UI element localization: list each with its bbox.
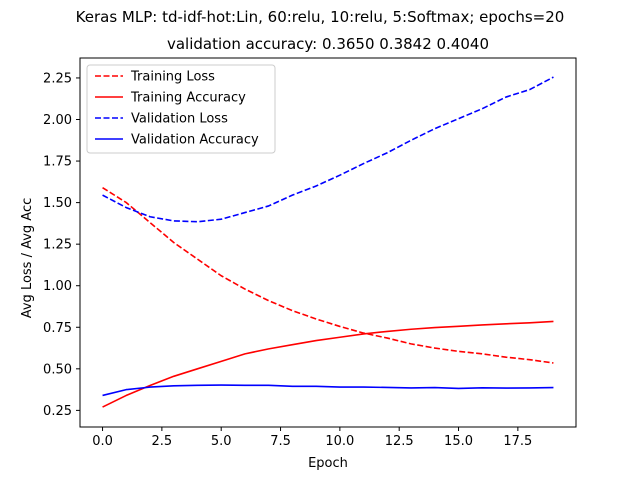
axes-frame xyxy=(79,57,577,428)
x-tick-label: 12.5 xyxy=(385,434,414,449)
y-tick-label: 0.25 xyxy=(43,404,72,419)
series-line-validation-accuracy xyxy=(102,384,554,397)
y-tick-label: 1.50 xyxy=(43,196,72,211)
x-tick-label: 5.0 xyxy=(211,434,232,449)
legend-box xyxy=(86,64,276,154)
chart-title: Keras MLP: td-idf-hot:Lin, 60:relu, 10:r… xyxy=(76,8,565,26)
y-tick-label: 1.75 xyxy=(43,155,72,170)
plot-area: 0.0 2.5 5.0 7.5 10.0 12.5 15.0 17.5 0.25 0.50 0.75… xyxy=(43,57,577,449)
y-axis-label: Avg Loss / Avg Acc xyxy=(20,198,35,319)
legend: Training Loss Training Accuracy Validation… xyxy=(86,64,276,154)
x-tick-label: 17.5 xyxy=(503,434,532,449)
chart-subtitle: validation accuracy: 0.3650 0.3842 0.404… xyxy=(167,35,489,53)
x-axis-label: Epoch xyxy=(308,456,348,471)
x-tick-label: 10.0 xyxy=(325,434,354,449)
y-tick-label: 1.00 xyxy=(43,279,72,294)
legend-label: Validation Loss xyxy=(131,112,228,127)
x-tick-label: 7.5 xyxy=(270,434,291,449)
legend-label: Training Loss xyxy=(130,70,215,85)
y-tick-label: 1.25 xyxy=(43,238,72,253)
y-tick-label: 0.75 xyxy=(43,321,72,336)
x-tick-label: 15.0 xyxy=(444,434,473,449)
x-tick-label: 0.0 xyxy=(92,434,113,449)
y-tick-label: 2.25 xyxy=(43,71,72,86)
series-line-training-loss xyxy=(102,186,554,364)
x-tick-label: 2.5 xyxy=(152,434,173,449)
series-line-training-accuracy xyxy=(102,320,554,408)
series-line-validation-loss xyxy=(102,76,554,223)
y-tick-label: 0.50 xyxy=(43,362,72,377)
y-tick-label: 2.00 xyxy=(43,113,72,128)
legend-label: Training Accuracy xyxy=(130,91,246,106)
legend-label: Validation Accuracy xyxy=(131,133,259,148)
